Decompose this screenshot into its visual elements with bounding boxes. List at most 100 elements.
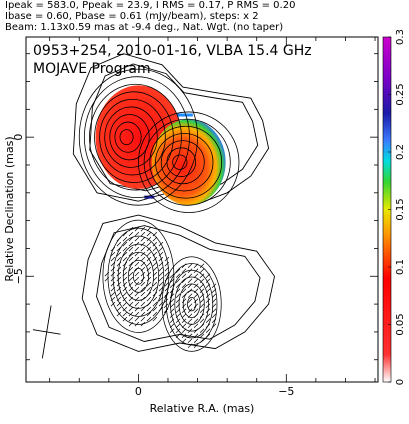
pol-vector (140, 296, 146, 302)
jet-contour-4 (160, 140, 205, 185)
pol-vector (152, 286, 158, 292)
chart-subtitle: MOJAVE Program (33, 61, 151, 77)
core-contour-8 (119, 129, 134, 146)
pol-vector (193, 318, 199, 324)
pol-vector (152, 261, 158, 267)
pol-vector (193, 338, 199, 344)
pol-vector (187, 323, 193, 329)
pol-vector (169, 318, 175, 324)
pol-vector (181, 333, 187, 339)
pol-vector (110, 276, 116, 282)
pol-vector (193, 293, 199, 299)
pol-vector (128, 276, 134, 282)
pol-vector (152, 301, 158, 307)
pol-vector (158, 271, 164, 277)
pol-vector (134, 261, 140, 267)
pol-vector (187, 268, 193, 274)
pol-vector (128, 246, 134, 252)
colorbar-tick-label: 0.05 (395, 313, 406, 335)
pol-vector (146, 271, 152, 277)
pol-vector (158, 251, 164, 257)
pol-vector (199, 278, 205, 284)
pol-vector (211, 303, 217, 309)
pol-vector (152, 311, 158, 317)
pol-vector (134, 311, 140, 317)
pol-vector (211, 308, 217, 314)
pol-vector (128, 321, 134, 327)
pol-vector (193, 288, 199, 294)
core-contour-3 (94, 91, 174, 183)
pol-vector (128, 286, 134, 292)
pol-vector (110, 271, 116, 277)
y-tick-label: 0 (12, 134, 25, 141)
pol-vector (158, 276, 164, 282)
pol-vector (134, 281, 140, 287)
pol-vector (169, 308, 175, 314)
pol-vector (134, 286, 140, 292)
pol-vector (140, 311, 146, 317)
pol-vector (122, 256, 128, 262)
pol-vector (146, 291, 152, 297)
pol-vector (122, 291, 128, 297)
bottom-outer-contour-2 (96, 225, 261, 342)
pol-vector (140, 241, 146, 247)
pol-vector (163, 303, 169, 309)
pol-vector (175, 283, 181, 289)
pol-vector (104, 276, 110, 282)
pol-vector (205, 303, 211, 309)
pol-vector (164, 266, 170, 272)
pol-vector (169, 288, 175, 294)
pol-vector (193, 268, 199, 274)
pol-vector (181, 318, 187, 324)
pol-vector (116, 306, 122, 312)
pol-vector (128, 251, 134, 257)
pol-vector (199, 273, 205, 279)
pol-vector (110, 256, 116, 262)
pol-vector (181, 293, 187, 299)
pol-vector (205, 308, 211, 314)
y-axis-label: Relative Declination (mas) (3, 136, 16, 281)
pol-vector (187, 303, 193, 309)
pol-vector (146, 316, 152, 322)
jet-polarization-blob (151, 119, 226, 206)
pol-vector (134, 266, 140, 272)
pol-vector (116, 286, 122, 292)
pol-vector (146, 276, 152, 282)
pol-vector (169, 313, 175, 319)
pol-vector (116, 281, 122, 287)
pol-vector (128, 231, 134, 237)
pol-vector (175, 333, 181, 339)
pol-vector (134, 301, 140, 307)
colorbar-ticks: 0.3 0.25 0.2 0.15 0.1 0.05 0 (388, 29, 406, 385)
edge-mark-2 (144, 195, 155, 199)
pol-vector (164, 281, 170, 287)
pol-vector (122, 251, 128, 257)
pol-vector (116, 271, 122, 277)
pol-vector (158, 286, 164, 292)
pol-vector (163, 298, 169, 304)
pol-vector (187, 343, 193, 349)
pol-vector (181, 303, 187, 309)
bottom-component-1-contour-0 (161, 256, 222, 352)
pol-vector (193, 283, 199, 289)
pol-vector (116, 251, 122, 257)
pol-vector (175, 278, 181, 284)
map-layer (32, 53, 275, 359)
bottom-outer-contour (81, 214, 275, 352)
pol-vector (134, 251, 140, 257)
pol-vector (187, 338, 193, 344)
pol-vector (134, 316, 140, 322)
pol-vector (158, 266, 164, 272)
pol-vector (211, 283, 217, 289)
pol-vector (181, 283, 187, 289)
pol-vector (152, 281, 158, 287)
pol-vector (158, 261, 164, 267)
x-axis-label: Relative R.A. (mas) (150, 402, 255, 415)
pol-vector (152, 291, 158, 297)
colorbar-tick-label: 0.1 (395, 259, 406, 275)
jet-contour-3 (155, 133, 214, 192)
pol-vector (140, 321, 146, 327)
pol-vector (164, 256, 170, 262)
pol-vector (181, 313, 187, 319)
